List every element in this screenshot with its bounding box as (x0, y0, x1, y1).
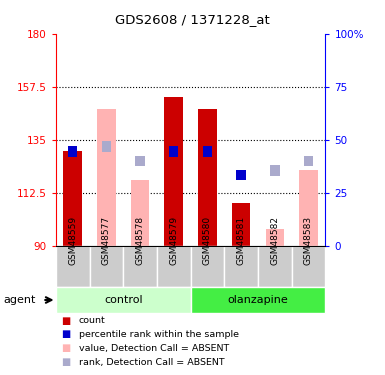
Text: value, Detection Call = ABSENT: value, Detection Call = ABSENT (79, 344, 229, 353)
Text: ■: ■ (62, 344, 71, 353)
Bar (89, 246, 123, 287)
Bar (292, 246, 325, 287)
Bar (123, 246, 157, 287)
Text: GSM48577: GSM48577 (102, 216, 111, 266)
Bar (270, 165, 280, 176)
Text: agent: agent (4, 295, 36, 305)
Bar (191, 287, 325, 313)
Text: GSM48583: GSM48583 (304, 216, 313, 266)
Text: ■: ■ (62, 316, 71, 326)
Text: count: count (79, 316, 105, 325)
Text: olanzapine: olanzapine (228, 295, 288, 305)
Bar (266, 229, 284, 246)
Bar (56, 246, 89, 287)
Text: ■: ■ (62, 357, 71, 367)
Text: percentile rank within the sample: percentile rank within the sample (79, 330, 239, 339)
Bar (97, 109, 115, 246)
Text: GSM48578: GSM48578 (136, 216, 144, 266)
Bar (236, 170, 246, 180)
Bar (191, 246, 224, 287)
Bar (56, 287, 191, 313)
Bar (169, 146, 178, 157)
Bar (102, 141, 111, 152)
Text: control: control (104, 295, 142, 305)
Text: GSM48582: GSM48582 (270, 216, 279, 266)
Bar (164, 98, 183, 246)
Bar (157, 246, 191, 287)
Text: GDS2608 / 1371228_at: GDS2608 / 1371228_at (115, 13, 270, 26)
Bar (131, 180, 149, 246)
Text: GSM48579: GSM48579 (169, 216, 178, 266)
Text: rank, Detection Call = ABSENT: rank, Detection Call = ABSENT (79, 358, 224, 367)
Bar (224, 246, 258, 287)
Bar (258, 246, 292, 287)
Text: GSM48581: GSM48581 (237, 216, 246, 266)
Bar (232, 203, 250, 246)
Bar (64, 152, 82, 246)
Text: ■: ■ (62, 330, 71, 339)
Bar (203, 146, 212, 157)
Bar (304, 156, 313, 166)
Bar (136, 156, 145, 166)
Text: GSM48559: GSM48559 (68, 216, 77, 266)
Bar (68, 146, 77, 157)
Bar (299, 170, 318, 246)
Text: GSM48580: GSM48580 (203, 216, 212, 266)
Bar (198, 109, 217, 246)
